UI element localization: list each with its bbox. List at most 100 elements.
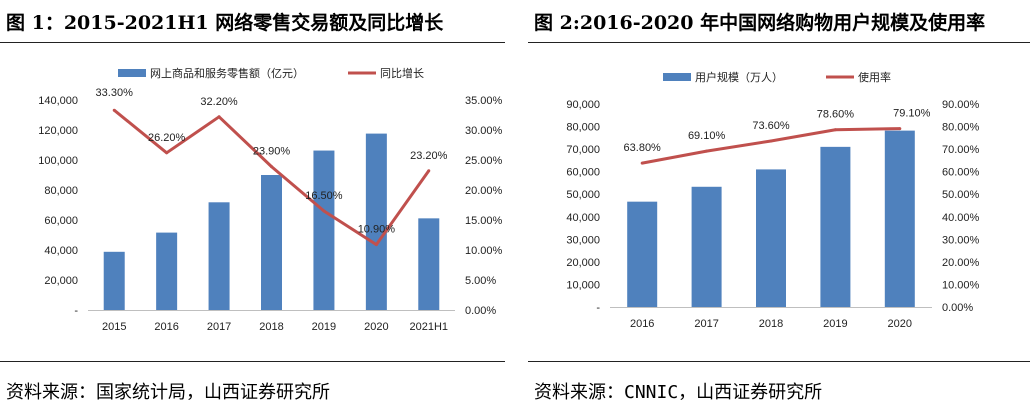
x-tick-label: 2017 <box>207 321 231 333</box>
line-point-2015 <box>112 108 116 112</box>
x-tick-label: 2016 <box>154 321 178 333</box>
y2-tick-label: 10.00% <box>465 245 503 257</box>
legend-label-bar: 用户规模（万人） <box>695 70 783 84</box>
line-point-2020 <box>898 127 902 131</box>
data-label: 78.60% <box>817 109 855 121</box>
data-label: 63.80% <box>624 142 662 154</box>
chart-panel-2: 图 2:2016-2020 年中国网络购物用户规模及使用率 用户规模（万人） 使用… <box>528 0 1030 420</box>
y-tick-label: - <box>596 302 600 314</box>
source-rule <box>0 361 505 362</box>
y-tick-label: 60,000 <box>566 167 600 179</box>
bar-2020 <box>365 133 387 310</box>
y2-tick-label: 80.00% <box>942 122 980 134</box>
bar-2015 <box>103 251 125 310</box>
y2-tick-label: 35.00% <box>465 95 503 107</box>
line-point-2016 <box>640 161 644 165</box>
combo-chart-users: 用户规模（万人） 使用率 - 10,000 20,000 30,000 40,000 50,0… <box>566 70 980 330</box>
data-label: 16.50% <box>305 190 343 202</box>
y2-tick-label: 5.00% <box>465 275 496 287</box>
bar-2016 <box>156 232 178 310</box>
y2-tick-label: 0.00% <box>942 302 973 314</box>
y2-tick-label: 60.00% <box>942 167 980 179</box>
data-label: 69.10% <box>688 130 726 142</box>
y2-tick-label: 20.00% <box>942 257 980 269</box>
source-note: 资料来源：CNNIC，山西证券研究所 <box>534 382 823 403</box>
data-label: 33.30% <box>96 87 134 99</box>
line-point-2019 <box>833 128 837 132</box>
legend-swatch-bar <box>663 73 691 81</box>
data-label: 73.60% <box>752 120 790 132</box>
y2-tick-label: 70.00% <box>942 144 980 156</box>
y-tick-label: 60,000 <box>44 215 78 227</box>
data-label: 23.20% <box>410 150 448 162</box>
legend-label-line: 使用率 <box>858 70 891 84</box>
x-tick-label: 2021H1 <box>410 321 449 333</box>
combo-chart-retail: 网上商品和服务零售额（亿元） 同比增长 - 20,000 40,000 60,000 80,… <box>38 66 503 333</box>
line-point-2019 <box>322 209 326 213</box>
data-label: 32.20% <box>200 96 238 108</box>
y-tick-label: 40,000 <box>44 245 78 257</box>
source-rule <box>528 361 1030 362</box>
y-tick-label: 80,000 <box>44 185 78 197</box>
x-tick-label: 2018 <box>259 321 283 333</box>
y-tick-label: 120,000 <box>38 125 78 137</box>
y-tick-label: 100,000 <box>38 155 78 167</box>
y2-tick-label: 40.00% <box>942 212 980 224</box>
y2-tick-label: 50.00% <box>942 189 980 201</box>
y2-tick-label: 90.00% <box>942 99 980 111</box>
x-tick-label: 2018 <box>759 318 783 330</box>
y-tick-label: 40,000 <box>566 212 600 224</box>
bar-2017 <box>691 186 722 307</box>
title-rule <box>0 42 505 43</box>
x-tick-label: 2020 <box>364 321 388 333</box>
x-tick-label: 2019 <box>823 318 847 330</box>
line-point-2020 <box>374 243 378 247</box>
y-tick-label: 50,000 <box>566 189 600 201</box>
y-tick-label: 20,000 <box>44 275 78 287</box>
y-tick-label: 90,000 <box>566 99 600 111</box>
bar-2019 <box>313 150 335 310</box>
x-tick-label: 2016 <box>630 318 654 330</box>
source-note: 资料来源：国家统计局，山西证券研究所 <box>6 382 330 403</box>
x-tick-label: 2015 <box>102 321 126 333</box>
series-line-rate <box>641 127 900 165</box>
y2-tick-label: 30.00% <box>465 125 503 137</box>
y2-tick-label: 30.00% <box>942 234 980 246</box>
data-label: 23.90% <box>253 146 291 158</box>
y2-tick-label: 25.00% <box>465 155 503 167</box>
line-point-2021H1 <box>427 169 431 173</box>
data-label: 10.90% <box>358 224 396 236</box>
figure-title: 图 1：2015-2021H1 网络零售交易额及同比增长 <box>6 12 444 34</box>
y2-tick-label: 20.00% <box>465 185 503 197</box>
chart-panel-1: 图 1：2015-2021H1 网络零售交易额及同比增长 网上商品和服务零售额（… <box>0 0 505 420</box>
bar-2016 <box>627 201 658 307</box>
bar-2018 <box>756 169 786 307</box>
y-tick-label: 30,000 <box>566 234 600 246</box>
bar-2017 <box>208 202 230 310</box>
y-tick-label: 20,000 <box>566 257 600 269</box>
legend-swatch-bar <box>118 69 146 77</box>
title-rule <box>528 42 1030 43</box>
data-label: 26.20% <box>148 132 186 144</box>
y-tick-label: 70,000 <box>566 144 600 156</box>
x-tick-label: 2020 <box>888 318 912 330</box>
y-tick-label: 10,000 <box>566 279 600 291</box>
bar-2018 <box>261 175 282 310</box>
bar-2020 <box>884 130 915 307</box>
figure-title: 图 2:2016-2020 年中国网络购物用户规模及使用率 <box>534 12 986 34</box>
line-point-2017 <box>705 149 709 153</box>
x-tick-label: 2019 <box>312 321 336 333</box>
legend-label-bar: 网上商品和服务零售额（亿元） <box>150 66 304 80</box>
line-point-2016 <box>165 151 169 155</box>
line-point-2018 <box>270 165 273 169</box>
y-tick-label: - <box>74 305 78 317</box>
data-label: 79.10% <box>893 108 931 120</box>
y2-tick-label: 10.00% <box>942 279 980 291</box>
bar-2021H1 <box>418 218 440 310</box>
y-tick-label: 140,000 <box>38 95 78 107</box>
line-point-2018 <box>769 139 773 143</box>
bar-2019 <box>820 146 851 307</box>
y-tick-label: 80,000 <box>566 122 600 134</box>
legend-label-line: 同比增长 <box>380 66 424 80</box>
x-tick-label: 2017 <box>694 318 718 330</box>
